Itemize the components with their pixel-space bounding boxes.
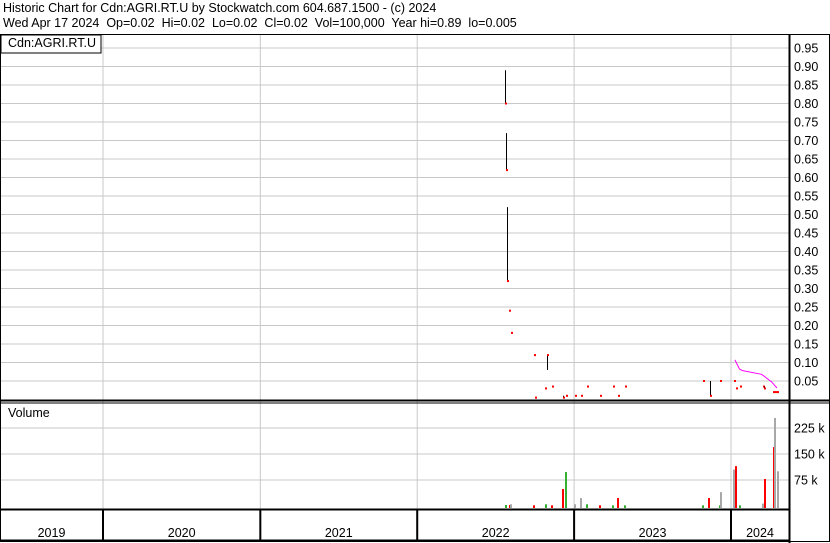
volume-bar [774,417,776,508]
close-marker [710,394,712,397]
close-marker [575,394,577,397]
chart-title: Historic Chart for Cdn:AGRI.RT.U by Stoc… [3,1,437,15]
gridlines [0,35,789,509]
close-marker [720,380,722,382]
volume-bar [533,505,535,508]
volume-tick-label: 225 k [794,422,825,436]
volume-bar [617,498,619,508]
volume-bar [545,504,547,508]
price-tick-label: 0.80 [794,97,818,111]
volume-bar [624,505,626,508]
price-tick-label: 0.40 [794,245,818,259]
price-tick-label: 0.85 [794,79,818,93]
volume-bar [735,466,737,508]
close-marker [534,354,536,357]
year-axis: 2019 2020 2021 2022 2023 2024 [38,509,774,541]
volume-bar [599,505,601,508]
quote-line: Wed Apr 17 2024 Op=0.02 Hi=0.02 Lo=0.02 … [3,16,517,30]
symbol-label: Cdn:AGRI.RT.U [8,36,96,50]
volume-bar [586,504,588,508]
close-marker [507,280,509,283]
close-marker [581,394,583,397]
year-tick-label: 2019 [38,526,66,540]
volume-bar [510,504,512,508]
close-marker [545,387,547,390]
volume-bar [562,489,564,508]
volume-bar [764,478,766,508]
price-bars [505,70,779,399]
volume-bar [708,498,710,508]
price-tick-label: 0.15 [794,338,818,352]
price-tick-label: 0.45 [794,227,818,241]
close-marker [773,391,775,394]
moving-average [734,359,778,389]
volume-bar [580,498,582,508]
close-marker [535,396,537,399]
close-marker [618,394,620,397]
year-tick-label: 2023 [639,526,667,540]
price-tick-label: 0.70 [794,134,818,148]
price-tick-label: 0.90 [794,60,818,74]
volume-tick-label: 150 k [794,448,825,462]
price-tick-label: 0.75 [794,116,818,130]
volume-label: Volume [8,406,50,420]
volume-bar [505,504,507,508]
close-marker [563,396,565,399]
close-marker [566,394,568,397]
price-tick-label: 0.20 [794,319,818,333]
year-tick-label: 2024 [746,526,774,540]
price-tick-label: 0.25 [794,301,818,315]
moving-average-line [734,359,778,389]
price-tick-label: 0.35 [794,264,818,278]
chart-header: Historic Chart for Cdn:AGRI.RT.U by Stoc… [3,1,517,31]
close-marker [613,385,615,388]
close-marker [740,385,742,388]
close-marker [552,385,554,388]
year-tick-label: 2020 [168,526,196,540]
close-marker [625,385,627,388]
volume-bar [565,472,567,508]
price-tick-label: 0.95 [794,42,818,56]
close-marker [777,391,779,394]
close-marker [764,387,766,390]
volume-bar [702,505,704,508]
close-marker [734,380,736,382]
volume-axis: 225 k 150 k 75 k [794,422,825,488]
volume-bar [574,504,576,508]
volume-bar [733,469,735,508]
volume-bar [720,492,722,508]
volume-bars [505,417,779,508]
close-marker [775,391,777,394]
volume-tick-label: 75 k [794,474,818,488]
price-tick-label: 0.10 [794,356,818,370]
price-tick-label: 0.30 [794,282,818,296]
price-tick-label: 0.65 [794,153,818,167]
close-marker [600,394,602,397]
price-tick-label: 0.50 [794,208,818,222]
close-marker [509,309,511,312]
year-tick-label: 2022 [482,526,510,540]
volume-bar [551,505,553,508]
close-marker [505,102,507,105]
close-marker [587,385,589,388]
volume-bar [777,471,779,508]
chart-frame [0,34,830,543]
close-marker [736,387,738,390]
price-tick-label: 0.55 [794,190,818,204]
year-tick-label: 2021 [325,526,353,540]
volume-bar [762,503,764,508]
volume-bar [612,505,614,508]
price-tick-label: 0.60 [794,171,818,185]
price-tick-label: 0.05 [794,375,818,389]
volume-bar [739,505,741,508]
close-marker [547,354,549,357]
close-marker [511,331,513,334]
price-axis: 0.95 0.90 0.85 0.80 0.75 0.70 0.65 0.60 0.55 0.50… [794,42,818,389]
close-marker [703,380,705,382]
close-marker [506,169,508,172]
